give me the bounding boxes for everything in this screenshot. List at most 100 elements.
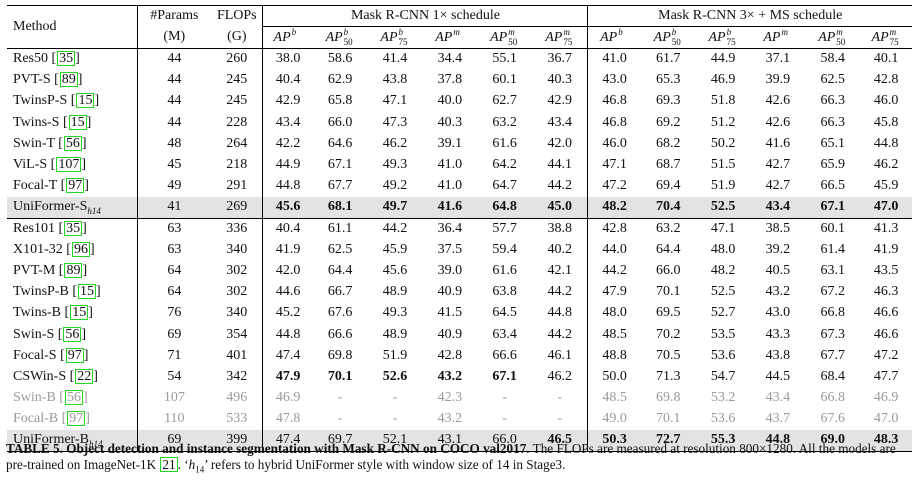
bracket-close: ] [89, 241, 95, 257]
metric-value: 44.8 [873, 135, 899, 151]
metric-value: 43.4 [765, 390, 791, 406]
metric-value: 43.0 [765, 305, 791, 321]
metric-value: 68.1 [312, 196, 368, 219]
metric-sup: b [671, 26, 677, 37]
metric-value: 46.0 [602, 135, 627, 151]
citation-link[interactable]: 56 [64, 390, 83, 406]
params-cell: 71 [167, 347, 182, 363]
metric-sub: 50 [836, 36, 846, 47]
metric-value: 44.8 [532, 302, 589, 324]
citation-link[interactable]: 15 [76, 93, 95, 109]
metric-value: 45.8 [873, 114, 899, 130]
metric-base: AP [380, 29, 398, 45]
metric-value: 46.0 [873, 93, 899, 109]
citation-link[interactable]: 56 [63, 135, 82, 151]
metric-value: 69.8 [327, 347, 353, 363]
method-name: ViL-S [13, 157, 48, 173]
flops-cell: 399 [211, 429, 264, 452]
caption-text-2: . ‘ [177, 457, 189, 472]
citation-link[interactable]: 15 [68, 114, 87, 130]
bracket-open: [ [58, 135, 63, 151]
metric-value: 47.8 [275, 411, 301, 427]
metric-value: 47.1 [382, 93, 408, 109]
flops-cell: 245 [211, 90, 264, 113]
params-cell: 54 [167, 368, 182, 384]
citation-link[interactable]: 107 [56, 157, 82, 173]
caption-label: TABLE 5. Object detection and instance s… [6, 441, 530, 456]
metric-sup: b [343, 26, 349, 37]
method-cell: X101-32 [96] [7, 239, 138, 261]
metric-value: 48.2 [587, 196, 641, 219]
citation-link[interactable]: 97 [66, 178, 85, 194]
metric-value: 67.1 [327, 157, 353, 173]
params-cell: 63 [167, 241, 182, 257]
citation-link[interactable]: 56 [63, 326, 82, 342]
metric-value: 69.8 [655, 390, 681, 406]
metric-value: 69.7 [312, 429, 368, 452]
method-name: X101-32 [13, 241, 63, 257]
params-cell: 63 [137, 217, 212, 240]
metric-value: 40.9 [437, 326, 463, 342]
table-row: Swin-B [56] 107 496 46.9- -42.3- -48.5 69.8 53.… [7, 387, 912, 409]
table-row: Twins-B [15] 76 340 45.2 67.6 49.3 41.5 64.5 44.… [7, 302, 912, 324]
bracket-close: ] [81, 157, 87, 173]
method-name: Res101 [13, 220, 55, 236]
header-metric: AP m 50 [477, 26, 533, 49]
citation-link[interactable]: 97 [67, 411, 86, 427]
params-cell: 64 [167, 284, 182, 300]
bracket-close: ] [82, 390, 88, 406]
citation-link[interactable]: 89 [59, 72, 78, 88]
metric-value: 41.0 [437, 157, 463, 173]
bracket-open: [ [64, 305, 70, 321]
citation-link[interactable]: 15 [77, 284, 96, 300]
bracket-open: [ [70, 93, 76, 109]
metric-value: 42.0 [275, 262, 301, 278]
metric-value: 70.2 [655, 326, 681, 342]
metric-value: 40.3 [437, 114, 463, 130]
citation-link[interactable]: 97 [65, 347, 84, 363]
metric-value: 40.2 [532, 239, 589, 261]
table-row: Focal-B [97] 110 533 47.8- -43.2- -49.0 70.1 53… [7, 408, 912, 430]
metric-value: 64.6 [327, 135, 353, 151]
metric-value: 61.1 [312, 217, 368, 240]
bracket-close: ] [75, 51, 80, 67]
metric-value: 42.7 [765, 157, 791, 173]
citation-link[interactable]: 96 [71, 241, 90, 257]
metric-value: 47.1 [695, 217, 751, 240]
method-name: Res50 [13, 51, 48, 67]
metric-value: 55.3 [695, 429, 751, 452]
metric-value: 41.9 [275, 241, 301, 257]
metric-value: 67.1 [805, 196, 861, 219]
metric-value: 50.3 [587, 429, 641, 452]
metric-value: 40.4 [275, 72, 301, 88]
bracket-open: [ [69, 368, 75, 384]
metric-value: 42.7 [765, 178, 791, 194]
metric-value: 62.7 [492, 93, 517, 109]
method-name: PVT-M [13, 262, 56, 278]
metric-value: 65.3 [655, 72, 681, 88]
metric-value: 66.5 [820, 178, 846, 194]
metric-value: 49.3 [382, 305, 408, 321]
metric-value: 63.1 [820, 262, 846, 278]
metric-base: AP [653, 29, 671, 45]
params-cell: 107 [163, 390, 185, 406]
caption-citation-link[interactable]: 21 [160, 457, 178, 472]
metric-value: 43.4 [750, 196, 806, 219]
metric-value: 37.8 [437, 72, 463, 88]
method-name: PVT-S [13, 72, 51, 88]
metric-value: 61.6 [492, 262, 517, 278]
metric-value: 46.9 [710, 72, 736, 88]
table-row: X101-32 [96] 63 340 41.9 62.5 45.9 37.5 59.4 40.… [7, 239, 912, 261]
metric-value: 69.4 [655, 178, 681, 194]
citation-link[interactable]: 89 [64, 262, 83, 278]
bracket-close: ] [94, 93, 100, 109]
header-metric: AP m 75 [860, 26, 912, 49]
flops-cell: 354 [211, 323, 264, 346]
citation-link[interactable]: 35 [57, 51, 76, 67]
citation-link[interactable]: 22 [75, 368, 94, 384]
citation-link[interactable]: 35 [64, 220, 83, 236]
metric-value: 47.2 [602, 178, 627, 194]
citation-link[interactable]: 15 [70, 305, 89, 321]
metric-value: 69.0 [805, 429, 861, 452]
metric-value: 67.7 [820, 347, 846, 363]
